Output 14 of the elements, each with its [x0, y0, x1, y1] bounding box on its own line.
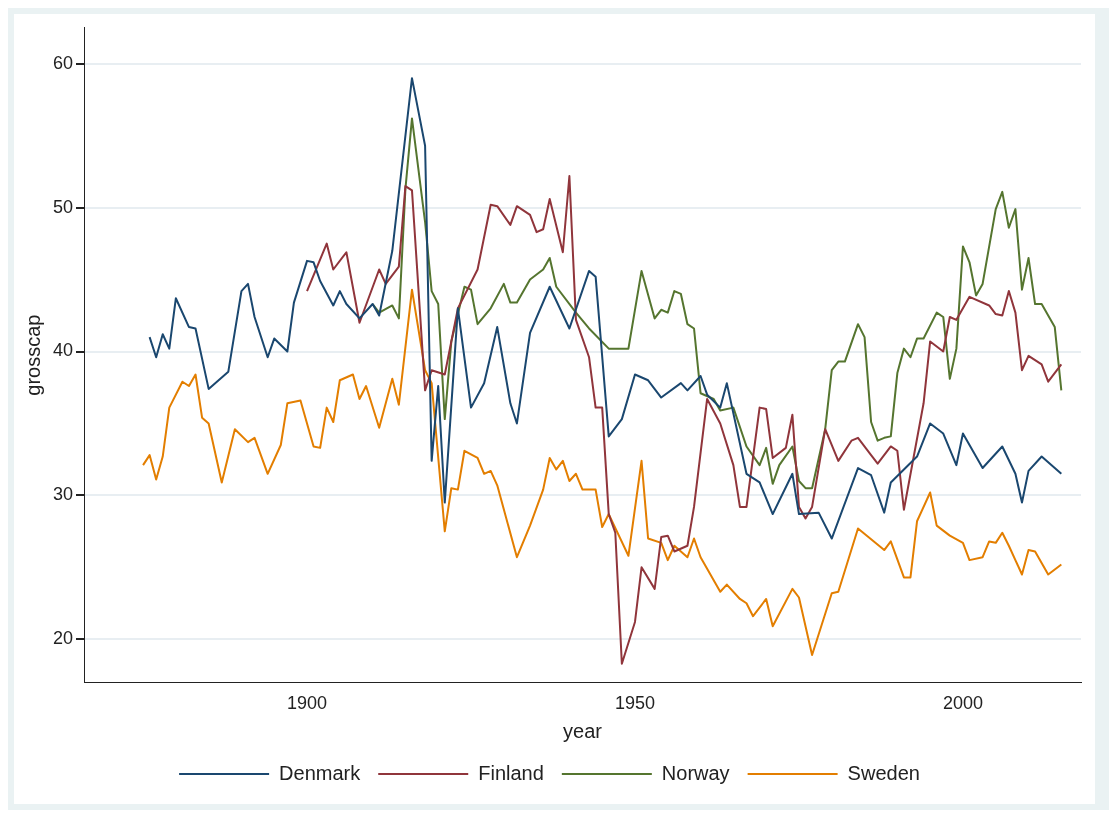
y-axis-title: grosscap — [21, 314, 44, 396]
y-tick-label: 30 — [52, 484, 74, 505]
x-tick-label: 1900 — [287, 693, 328, 714]
y-tick-label: 60 — [52, 52, 74, 73]
y-tick-label: 50 — [52, 196, 74, 217]
legend-label: Finland — [478, 761, 544, 784]
x-axis-title: year — [563, 719, 603, 742]
y-tick-label: 40 — [52, 340, 74, 361]
x-tick-label: 1950 — [614, 693, 656, 714]
legend-label: Denmark — [279, 761, 362, 784]
legend-label: Norway — [661, 761, 730, 784]
x-tick-label: 2000 — [942, 693, 983, 714]
legend-label: Sweden — [847, 761, 920, 784]
y-tick-label: 20 — [52, 628, 74, 649]
